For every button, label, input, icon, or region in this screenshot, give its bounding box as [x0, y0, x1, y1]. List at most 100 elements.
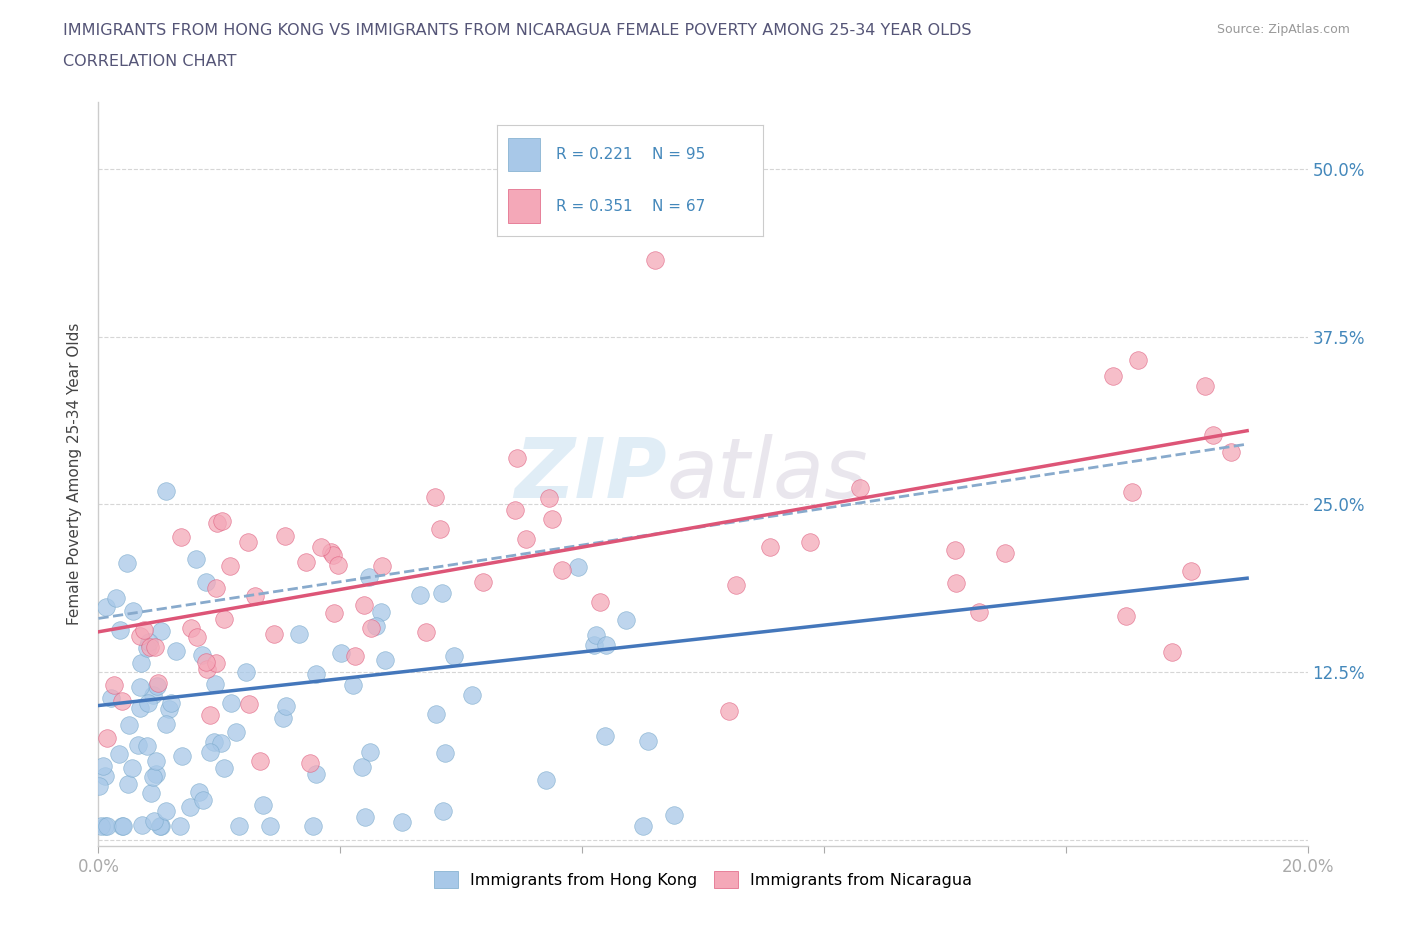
- Point: [195, 661, 218, 676]
- Point: [191, 793, 214, 808]
- Point: [443, 649, 465, 664]
- Point: [146, 679, 169, 694]
- Point: [311, 539, 333, 554]
- Point: [1126, 352, 1149, 367]
- Point: [184, 551, 207, 566]
- Point: [111, 818, 134, 833]
- Point: [274, 528, 297, 543]
- Point: [96, 731, 118, 746]
- Point: [190, 647, 212, 662]
- Point: [1220, 445, 1243, 459]
- Point: [155, 804, 177, 818]
- Point: [415, 625, 437, 640]
- Point: [631, 818, 654, 833]
- Point: [170, 530, 193, 545]
- Point: [430, 586, 453, 601]
- Point: [274, 698, 297, 713]
- Point: [357, 569, 380, 584]
- Point: [93, 759, 115, 774]
- Point: [117, 777, 139, 791]
- Point: [115, 556, 138, 571]
- Y-axis label: Female Poverty Among 25-34 Year Olds: Female Poverty Among 25-34 Year Olds: [67, 323, 83, 626]
- Point: [108, 622, 131, 637]
- Point: [319, 544, 342, 559]
- Point: [139, 785, 162, 800]
- Point: [149, 818, 172, 833]
- Point: [759, 539, 782, 554]
- Point: [994, 545, 1017, 560]
- Point: [541, 512, 564, 526]
- Point: [614, 613, 637, 628]
- Point: [129, 629, 152, 644]
- Point: [108, 746, 131, 761]
- Point: [235, 664, 257, 679]
- Point: [205, 580, 228, 595]
- Point: [305, 666, 328, 681]
- Point: [150, 623, 173, 638]
- Text: atlas: atlas: [666, 433, 869, 515]
- Point: [330, 645, 353, 660]
- Point: [170, 749, 193, 764]
- Point: [136, 738, 159, 753]
- Point: [165, 644, 187, 658]
- Point: [198, 708, 221, 723]
- Point: [644, 253, 666, 268]
- Point: [1121, 485, 1143, 499]
- Point: [371, 559, 394, 574]
- Point: [595, 637, 617, 652]
- Point: [218, 558, 240, 573]
- Point: [93, 818, 115, 833]
- Point: [1194, 379, 1216, 393]
- Point: [129, 656, 152, 671]
- Point: [374, 653, 396, 668]
- Point: [142, 687, 165, 702]
- Point: [200, 744, 222, 759]
- Point: [350, 760, 373, 775]
- Point: [425, 707, 447, 722]
- Point: [180, 621, 202, 636]
- Point: [583, 638, 606, 653]
- Point: [202, 735, 225, 750]
- Point: [967, 604, 990, 619]
- Point: [211, 513, 233, 528]
- Point: [148, 675, 170, 690]
- Point: [139, 640, 162, 655]
- Point: [409, 588, 432, 603]
- Point: [637, 733, 659, 748]
- Point: [252, 798, 274, 813]
- Point: [238, 535, 260, 550]
- Point: [353, 809, 375, 824]
- Point: [228, 818, 250, 833]
- Point: [179, 800, 201, 815]
- Point: [717, 704, 740, 719]
- Point: [567, 560, 589, 575]
- Point: [118, 717, 141, 732]
- Point: [111, 694, 134, 709]
- Point: [429, 522, 451, 537]
- Point: [848, 481, 870, 496]
- Point: [366, 618, 388, 633]
- Point: [305, 766, 328, 781]
- Point: [302, 818, 325, 833]
- Point: [271, 711, 294, 725]
- Point: [432, 804, 454, 818]
- Point: [515, 531, 537, 546]
- Point: [945, 576, 967, 591]
- Point: [360, 620, 382, 635]
- Point: [135, 641, 157, 656]
- Point: [391, 814, 413, 829]
- Point: [1101, 369, 1123, 384]
- Point: [214, 760, 236, 775]
- Text: CORRELATION CHART: CORRELATION CHART: [63, 54, 236, 69]
- Point: [589, 595, 612, 610]
- Point: [1202, 428, 1225, 443]
- Point: [472, 575, 495, 590]
- Point: [94, 599, 117, 614]
- Point: [323, 605, 346, 620]
- Point: [359, 744, 381, 759]
- Point: [370, 604, 392, 619]
- Point: [143, 813, 166, 828]
- Point: [249, 753, 271, 768]
- Point: [87, 778, 110, 793]
- Point: [195, 575, 218, 590]
